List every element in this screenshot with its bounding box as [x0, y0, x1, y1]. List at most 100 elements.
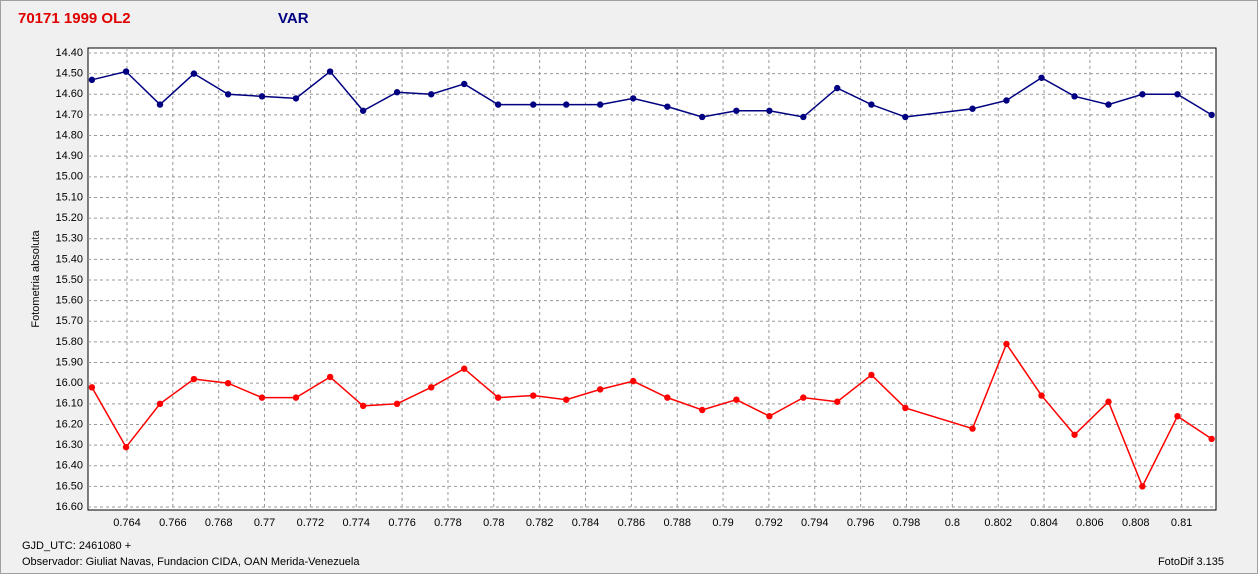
data-point	[800, 113, 807, 121]
y-tick-label: 16.10	[55, 398, 83, 410]
data-point	[1105, 101, 1112, 108]
data-point	[1038, 74, 1045, 81]
data-point	[224, 379, 232, 387]
data-point	[969, 425, 976, 432]
data-point	[1139, 91, 1146, 98]
x-tick-label: 0.778	[434, 517, 462, 529]
x-tick-label: 0.798	[893, 517, 921, 529]
data-point	[156, 400, 164, 408]
x-tick-label: 0.774	[342, 517, 370, 529]
data-point	[494, 101, 502, 108]
data-point	[1071, 93, 1078, 100]
chart-subtitle: VAR	[278, 10, 309, 27]
y-axis-label: Fotometria absoluta	[30, 230, 42, 328]
x-tick-label: 0.772	[297, 517, 325, 529]
x-tick-label: 0.794	[801, 517, 829, 529]
data-point	[224, 91, 232, 98]
data-point	[530, 392, 537, 399]
data-point	[461, 365, 468, 372]
x-tick-label: 0.764	[113, 517, 141, 529]
data-point	[596, 386, 604, 393]
y-tick-label: 15.90	[55, 356, 83, 368]
data-point	[461, 80, 468, 88]
y-tick-label: 15.60	[55, 295, 83, 307]
x-tick-label: 0.808	[1122, 517, 1150, 529]
data-point	[1208, 435, 1215, 443]
data-point	[563, 396, 570, 403]
data-point	[1208, 111, 1215, 119]
data-point	[699, 113, 706, 121]
y-tick-label: 16.60	[55, 501, 83, 513]
data-point	[766, 413, 773, 420]
x-tick-label: 0.788	[663, 517, 691, 529]
data-point	[494, 394, 502, 401]
data-point	[122, 68, 130, 75]
data-point	[1003, 340, 1010, 348]
data-point	[766, 107, 773, 114]
data-point	[834, 398, 841, 405]
data-point	[122, 443, 130, 451]
x-tick-label: 0.776	[388, 517, 416, 529]
y-tick-label: 14.70	[55, 109, 83, 121]
x-tick-label: 0.802	[984, 517, 1012, 529]
observer: Observador: Giuliat Navas, Fundacion CID…	[22, 556, 360, 568]
y-tick-label: 15.50	[55, 274, 83, 286]
y-tick-label: 14.50	[55, 68, 83, 80]
data-point	[596, 101, 604, 108]
data-point	[1038, 392, 1045, 399]
plot-area	[87, 47, 1217, 511]
chart-title: 70171 1999 OL2	[18, 10, 131, 27]
y-tick-label: 15.80	[55, 336, 83, 348]
data-point	[902, 404, 909, 412]
data-point	[1003, 97, 1010, 104]
x-tick-label: 0.804	[1030, 517, 1058, 529]
data-point	[800, 394, 807, 401]
y-tick-label: 16.30	[55, 439, 83, 451]
y-tick-label: 15.30	[55, 233, 83, 245]
data-point	[699, 406, 706, 414]
y-tick-label: 15.00	[55, 171, 83, 183]
y-tick-label: 14.60	[55, 88, 83, 100]
x-tick-label: 0.784	[572, 517, 600, 529]
data-point	[563, 101, 570, 108]
data-point	[190, 375, 198, 383]
data-point	[88, 76, 96, 84]
x-tick-label: 0.78	[483, 517, 504, 529]
x-tick-label: 0.792	[755, 517, 783, 529]
y-tick-label: 14.40	[55, 47, 83, 59]
data-point	[393, 89, 401, 96]
x-tick-label: 0.77	[254, 517, 275, 529]
data-point	[190, 70, 198, 77]
x-note: GJD_UTC: 2461080 +	[22, 540, 131, 552]
data-point	[664, 103, 671, 110]
data-point	[1139, 483, 1146, 490]
software: FotoDif 3.135	[1158, 556, 1224, 568]
x-tick-label: 0.766	[159, 517, 187, 529]
data-point	[868, 371, 875, 379]
data-point	[258, 93, 266, 100]
y-tick-label: 15.70	[55, 315, 83, 327]
data-point	[359, 402, 367, 410]
data-point	[630, 377, 637, 385]
y-tick-label: 16.20	[55, 418, 83, 430]
x-tick-label: 0.81	[1171, 517, 1192, 529]
x-tick-label: 0.806	[1076, 517, 1104, 529]
y-tick-label: 16.40	[55, 460, 83, 472]
data-point	[156, 101, 164, 108]
y-tick-label: 14.80	[55, 129, 83, 141]
y-tick-label: 14.90	[55, 150, 83, 162]
data-point	[326, 373, 334, 381]
data-point	[292, 95, 300, 102]
data-point	[88, 384, 96, 391]
data-point	[393, 400, 401, 408]
data-point	[258, 394, 266, 401]
data-point	[664, 394, 671, 401]
data-point	[1174, 91, 1181, 98]
y-tick-label: 15.40	[55, 253, 83, 265]
y-tick-label: 15.10	[55, 191, 83, 203]
x-tick-label: 0.79	[712, 517, 733, 529]
data-point	[292, 394, 300, 401]
data-point	[326, 68, 334, 75]
data-point	[902, 113, 909, 121]
